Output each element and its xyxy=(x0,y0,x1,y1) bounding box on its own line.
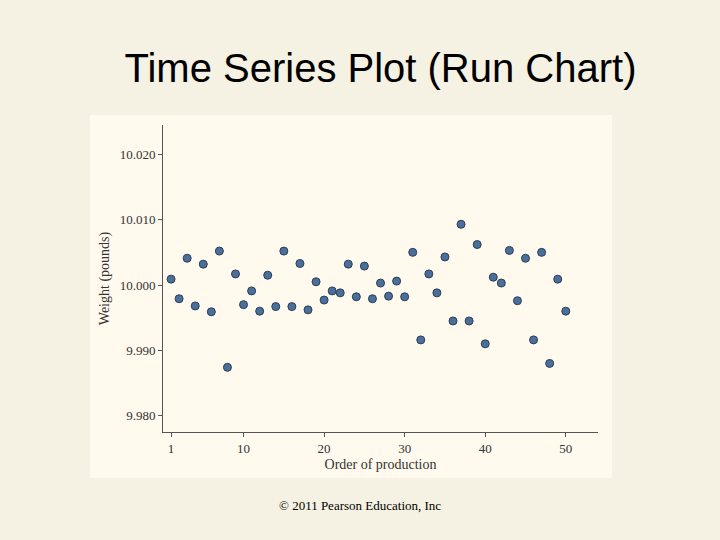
svg-text:© 2011 Pearson Education, Inc: © 2011 Pearson Education, Inc xyxy=(279,498,441,513)
svg-text:Order of production: Order of production xyxy=(325,457,437,472)
svg-text:50: 50 xyxy=(559,441,572,456)
svg-text:9.980: 9.980 xyxy=(126,408,155,423)
svg-text:10.000: 10.000 xyxy=(120,278,156,293)
svg-text:10: 10 xyxy=(237,441,250,456)
svg-text:Time Series Plot (Run Chart): Time Series Plot (Run Chart) xyxy=(125,46,637,90)
svg-text:20: 20 xyxy=(318,441,331,456)
svg-text:1: 1 xyxy=(168,441,175,456)
svg-text:40: 40 xyxy=(479,441,492,456)
svg-text:10.020: 10.020 xyxy=(120,147,156,162)
svg-text:10.010: 10.010 xyxy=(120,212,156,227)
svg-text:9.990: 9.990 xyxy=(126,343,155,358)
svg-text:Weight (pounds): Weight (pounds) xyxy=(97,231,113,325)
svg-text:30: 30 xyxy=(398,441,411,456)
